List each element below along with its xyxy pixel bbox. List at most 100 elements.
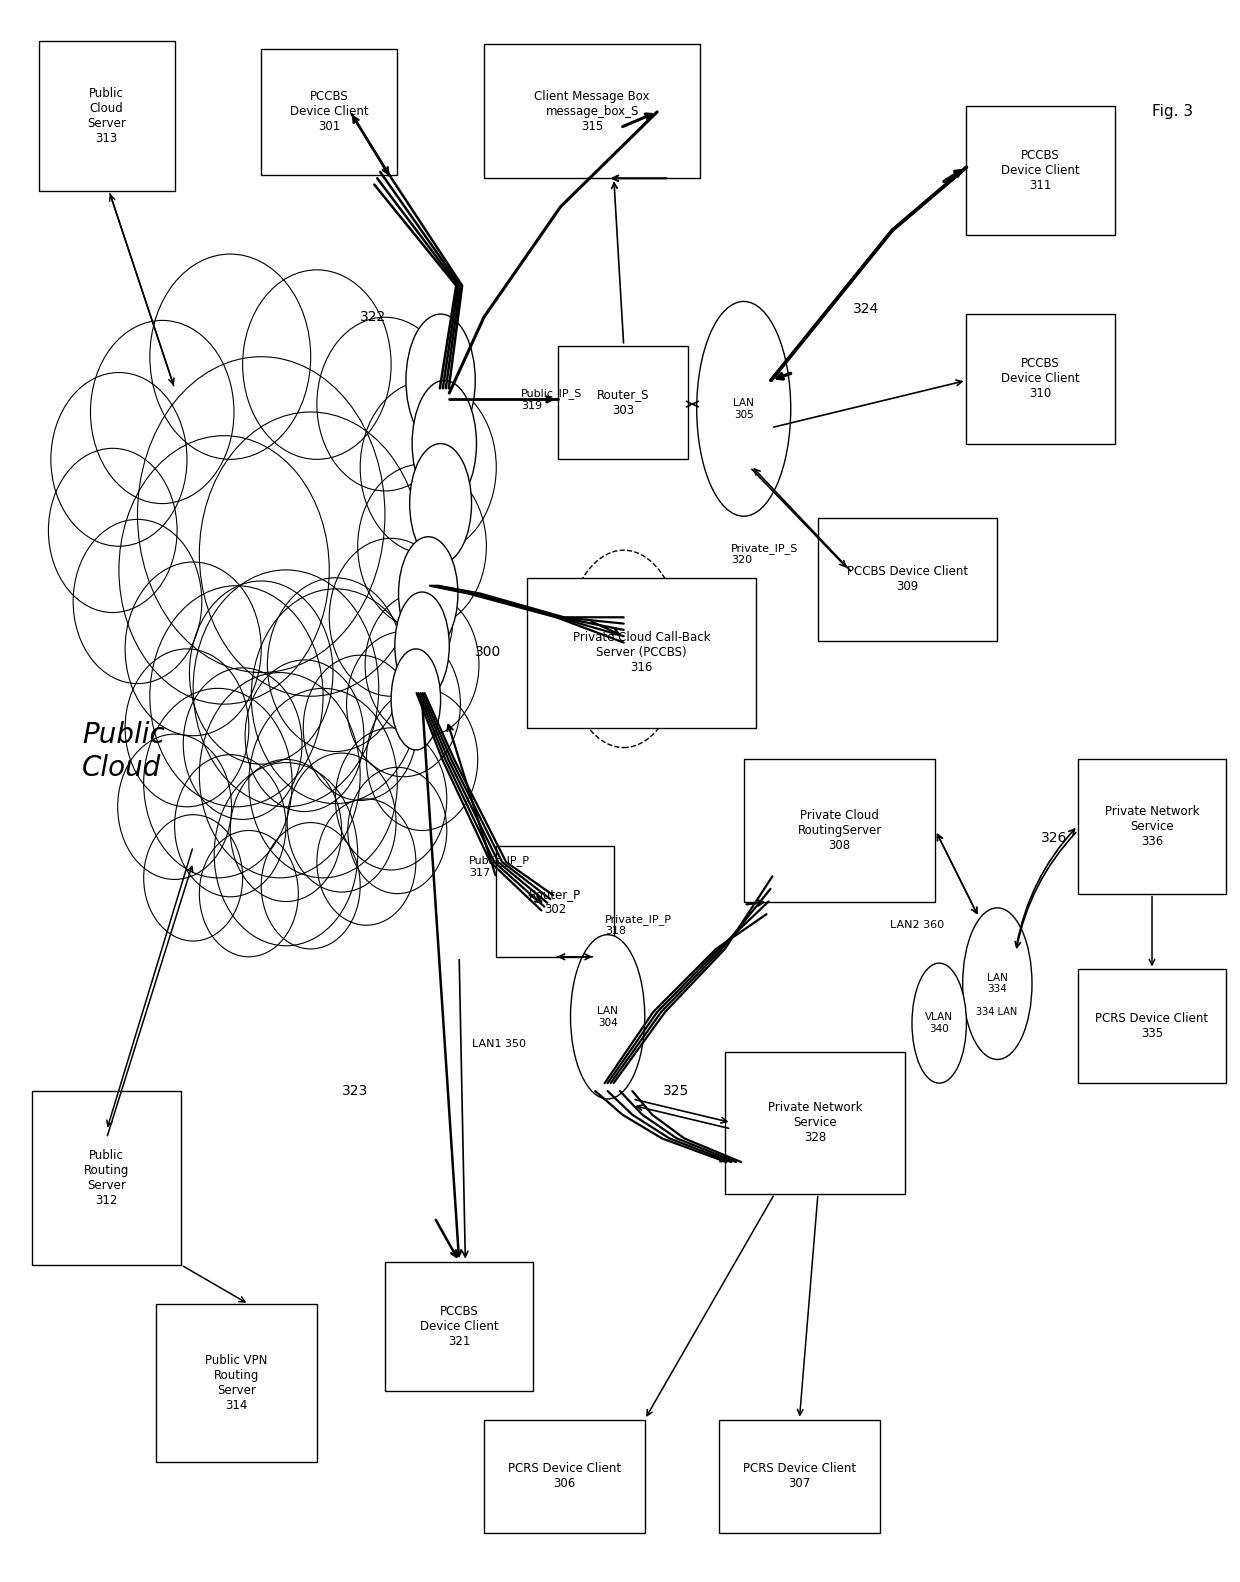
Circle shape [215, 763, 357, 946]
Text: PCCBS Device Client
309: PCCBS Device Client 309 [847, 565, 968, 593]
Text: 324: 324 [853, 302, 879, 316]
Circle shape [138, 356, 384, 672]
FancyBboxPatch shape [719, 1419, 880, 1533]
FancyBboxPatch shape [966, 315, 1115, 443]
Circle shape [125, 562, 262, 736]
Text: Private Network
Service
336: Private Network Service 336 [1105, 805, 1199, 848]
Text: LAN
305: LAN 305 [733, 399, 754, 419]
Circle shape [252, 589, 419, 804]
Text: Router_S
303: Router_S 303 [596, 389, 650, 416]
Text: Private Cloud
RoutingServer
308: Private Cloud RoutingServer 308 [797, 808, 882, 853]
Ellipse shape [409, 443, 471, 563]
Text: VLAN
340: VLAN 340 [925, 1012, 954, 1035]
Text: 322: 322 [360, 310, 387, 324]
Text: Public_IP_S
319: Public_IP_S 319 [521, 388, 583, 411]
FancyBboxPatch shape [156, 1304, 317, 1462]
Circle shape [150, 255, 311, 459]
Circle shape [366, 688, 477, 831]
Ellipse shape [565, 551, 682, 748]
FancyBboxPatch shape [32, 1092, 181, 1264]
Circle shape [246, 660, 363, 812]
Circle shape [48, 448, 177, 612]
Text: 325: 325 [663, 1084, 689, 1098]
Text: 334 LAN: 334 LAN [976, 1008, 1018, 1017]
Circle shape [91, 321, 234, 503]
Text: Private Network
Service
328: Private Network Service 328 [768, 1101, 862, 1144]
Circle shape [144, 815, 243, 941]
Text: LAN2 360: LAN2 360 [890, 921, 944, 930]
FancyBboxPatch shape [725, 1052, 904, 1194]
FancyBboxPatch shape [966, 106, 1115, 236]
Ellipse shape [962, 908, 1032, 1060]
Circle shape [330, 538, 453, 696]
Text: PCRS Device Client
307: PCRS Device Client 307 [743, 1462, 856, 1490]
Text: Fig. 3: Fig. 3 [1152, 104, 1193, 119]
Ellipse shape [405, 315, 475, 446]
Circle shape [365, 592, 479, 737]
Circle shape [360, 380, 496, 554]
Circle shape [119, 435, 330, 704]
Circle shape [243, 271, 391, 459]
Circle shape [304, 655, 417, 800]
Text: PCRS Device Client
306: PCRS Device Client 306 [507, 1462, 621, 1490]
Circle shape [249, 688, 397, 878]
Circle shape [125, 649, 249, 807]
FancyBboxPatch shape [527, 577, 756, 728]
Text: 323: 323 [342, 1084, 368, 1098]
FancyBboxPatch shape [744, 759, 935, 902]
Circle shape [184, 668, 303, 819]
Text: Router_P
302: Router_P 302 [529, 888, 582, 916]
Circle shape [150, 585, 324, 807]
Text: 300: 300 [475, 645, 501, 660]
FancyBboxPatch shape [818, 517, 997, 641]
Text: PCCBS
Device Client
301: PCCBS Device Client 301 [290, 90, 368, 133]
Circle shape [200, 672, 360, 878]
Ellipse shape [391, 649, 440, 750]
FancyBboxPatch shape [1078, 759, 1226, 894]
Text: 326: 326 [1040, 832, 1068, 845]
FancyBboxPatch shape [558, 345, 688, 459]
FancyBboxPatch shape [262, 49, 397, 176]
Text: Public VPN
Routing
Server
314: Public VPN Routing Server 314 [206, 1354, 268, 1413]
Text: LAN
334: LAN 334 [987, 973, 1008, 995]
Text: PCCBS
Device Client
311: PCCBS Device Client 311 [1002, 149, 1080, 191]
Circle shape [200, 411, 422, 696]
Text: PCCBS
Device Client
310: PCCBS Device Client 310 [1002, 358, 1080, 400]
Text: Client Message Box
message_box_S
315: Client Message Box message_box_S 315 [534, 90, 650, 133]
Circle shape [144, 688, 293, 878]
Circle shape [336, 728, 446, 870]
Circle shape [347, 767, 446, 894]
Text: Private_IP_P
318: Private_IP_P 318 [605, 914, 672, 937]
Text: Public
Cloud
Server
313: Public Cloud Server 313 [87, 87, 126, 146]
Circle shape [190, 581, 334, 764]
FancyBboxPatch shape [1078, 970, 1226, 1084]
Circle shape [346, 631, 460, 777]
Text: Public
Cloud: Public Cloud [82, 721, 165, 782]
Ellipse shape [697, 302, 791, 516]
Circle shape [357, 464, 486, 628]
Text: LAN1 350: LAN1 350 [471, 1039, 526, 1049]
Text: LAN
304: LAN 304 [598, 1006, 618, 1028]
Text: PCRS Device Client
335: PCRS Device Client 335 [1095, 1012, 1209, 1041]
Text: PCCBS
Device Client
321: PCCBS Device Client 321 [420, 1305, 498, 1348]
Circle shape [51, 372, 187, 546]
Circle shape [317, 799, 415, 925]
Ellipse shape [570, 935, 645, 1099]
FancyBboxPatch shape [496, 846, 614, 957]
Circle shape [73, 519, 202, 683]
FancyBboxPatch shape [484, 1419, 645, 1533]
FancyBboxPatch shape [384, 1261, 533, 1391]
FancyBboxPatch shape [38, 41, 175, 191]
Text: Private Cloud Call-Back
Server (PCCBS)
316: Private Cloud Call-Back Server (PCCBS) 3… [573, 631, 711, 674]
Ellipse shape [398, 536, 458, 650]
Circle shape [118, 734, 232, 880]
Text: Public
Routing
Server
312: Public Routing Server 312 [84, 1149, 129, 1207]
FancyBboxPatch shape [484, 44, 701, 179]
Circle shape [231, 759, 342, 902]
Ellipse shape [412, 380, 476, 506]
Circle shape [200, 831, 299, 957]
Circle shape [288, 753, 396, 892]
Ellipse shape [911, 963, 966, 1084]
Circle shape [317, 318, 453, 490]
Circle shape [262, 823, 360, 949]
